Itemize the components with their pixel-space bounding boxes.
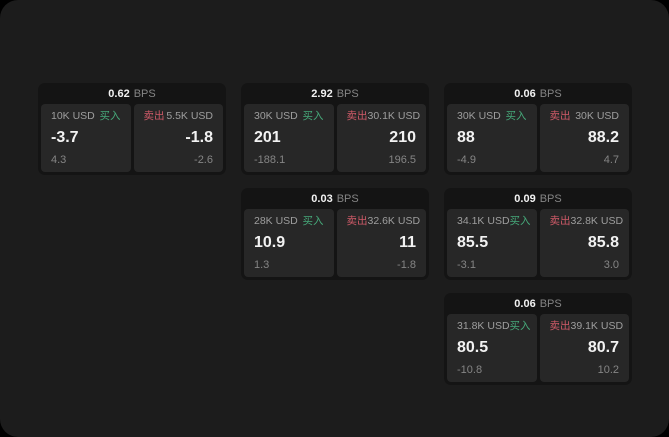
quote-card: 0.09 BPS 34.1K USD 买入 85.5 -3.1 卖出 32.8K… (444, 188, 632, 280)
sell-label: 卖出 (549, 320, 571, 332)
buy-delta: -188.1 (254, 154, 286, 166)
bps-unit-label: BPS (133, 87, 156, 100)
sell-delta: 3.0 (603, 259, 619, 271)
sell-amount: 32.6K USD (367, 215, 421, 227)
buy-delta: 1.3 (254, 259, 270, 271)
sell-delta: 10.2 (597, 364, 619, 376)
sell-panel[interactable]: 卖出 32.8K USD 85.8 3.0 (539, 209, 629, 277)
sell-panel[interactable]: 卖出 32.6K USD 11 -1.8 (336, 209, 426, 277)
buy-panel[interactable]: 34.1K USD 买入 85.5 -3.1 (447, 209, 537, 277)
card-header: 0.03 BPS (241, 188, 429, 209)
card-header: 0.09 BPS (444, 188, 632, 209)
sell-price: 210 (389, 129, 416, 147)
quote-sides: 10K USD 买入 -3.7 4.3 卖出 5.5K USD -1.8 -2.… (38, 104, 226, 175)
buy-delta: -4.9 (457, 154, 476, 166)
sell-label: 卖出 (346, 110, 368, 122)
buy-amount: 31.8K USD (457, 320, 510, 332)
sell-amount: 30.1K USD (367, 110, 421, 122)
bps-unit-label: BPS (336, 192, 359, 205)
quote-card: 0.06 BPS 30K USD 买入 88 -4.9 卖出 30K USD 8… (444, 83, 632, 175)
bps-unit-label: BPS (539, 297, 562, 310)
sell-amount: 32.8K USD (570, 215, 624, 227)
bps-value: 0.06 (514, 297, 536, 310)
sell-delta: 4.7 (603, 154, 619, 166)
sell-price: -1.8 (185, 129, 213, 147)
buy-panel[interactable]: 28K USD 买入 10.9 1.3 (244, 209, 334, 277)
quote-sides: 34.1K USD 买入 85.5 -3.1 卖出 32.8K USD 85.8… (444, 209, 632, 280)
quote-sides: 28K USD 买入 10.9 1.3 卖出 32.6K USD 11 -1.8 (241, 209, 429, 280)
bps-value: 0.09 (514, 192, 536, 205)
sell-label: 卖出 (143, 110, 165, 122)
buy-amount: 30K USD (457, 110, 501, 122)
buy-label: 买入 (302, 215, 324, 227)
sell-delta: -1.8 (397, 259, 416, 271)
quote-card: 0.03 BPS 28K USD 买入 10.9 1.3 卖出 32.6K US… (241, 188, 429, 280)
sell-label: 卖出 (549, 110, 571, 122)
quote-sides: 30K USD 买入 88 -4.9 卖出 30K USD 88.2 4.7 (444, 104, 632, 175)
bps-value: 0.03 (311, 192, 333, 205)
sell-label: 卖出 (549, 215, 571, 227)
card-header: 0.06 BPS (444, 293, 632, 314)
buy-amount: 30K USD (254, 110, 298, 122)
buy-delta: -10.8 (457, 364, 483, 376)
buy-price: 10.9 (254, 234, 286, 252)
sell-amount: 5.5K USD (166, 110, 213, 122)
quote-sides: 31.8K USD 买入 80.5 -10.8 卖出 39.1K USD 80.… (444, 314, 632, 385)
sell-label: 卖出 (346, 215, 368, 227)
bps-value: 0.62 (108, 87, 130, 100)
bps-value: 2.92 (311, 87, 333, 100)
buy-label: 买入 (99, 110, 121, 122)
card-header: 0.06 BPS (444, 83, 632, 104)
buy-label: 买入 (302, 110, 324, 122)
quote-sides: 30K USD 买入 201 -188.1 卖出 30.1K USD 210 1… (241, 104, 429, 175)
buy-price: 80.5 (457, 339, 489, 357)
quote-card: 0.06 BPS 31.8K USD 买入 80.5 -10.8 卖出 39.1… (444, 293, 632, 385)
buy-panel[interactable]: 30K USD 买入 201 -188.1 (244, 104, 334, 172)
card-header: 0.62 BPS (38, 83, 226, 104)
quote-card: 0.62 BPS 10K USD 买入 -3.7 4.3 卖出 5.5K USD… (38, 83, 226, 175)
bps-value: 0.06 (514, 87, 536, 100)
buy-price: -3.7 (51, 129, 79, 147)
sell-panel[interactable]: 卖出 39.1K USD 80.7 10.2 (539, 314, 629, 382)
bps-unit-label: BPS (539, 87, 562, 100)
sell-price: 80.7 (587, 339, 619, 357)
buy-amount: 34.1K USD (457, 215, 510, 227)
bps-unit-label: BPS (539, 192, 562, 205)
buy-delta: 4.3 (51, 154, 67, 166)
buy-amount: 10K USD (51, 110, 95, 122)
sell-delta: 196.5 (388, 154, 416, 166)
sell-price: 11 (399, 234, 416, 252)
buy-amount: 28K USD (254, 215, 298, 227)
buy-panel[interactable]: 31.8K USD 买入 80.5 -10.8 (447, 314, 537, 382)
buy-delta: -3.1 (457, 259, 476, 271)
sell-delta: -2.6 (194, 154, 213, 166)
sell-amount: 30K USD (575, 110, 619, 122)
buy-label: 买入 (509, 320, 531, 332)
buy-price: 201 (254, 129, 281, 147)
buy-label: 买入 (509, 215, 531, 227)
buy-panel[interactable]: 30K USD 买入 88 -4.9 (447, 104, 537, 172)
sell-amount: 39.1K USD (570, 320, 624, 332)
buy-label: 买入 (505, 110, 527, 122)
sell-price: 88.2 (587, 129, 619, 147)
quote-card: 2.92 BPS 30K USD 买入 201 -188.1 卖出 30.1K … (241, 83, 429, 175)
bps-unit-label: BPS (336, 87, 359, 100)
buy-panel[interactable]: 10K USD 买入 -3.7 4.3 (41, 104, 131, 172)
buy-price: 85.5 (457, 234, 489, 252)
sell-panel[interactable]: 卖出 30.1K USD 210 196.5 (336, 104, 426, 172)
sell-price: 85.8 (587, 234, 619, 252)
card-header: 2.92 BPS (241, 83, 429, 104)
buy-price: 88 (457, 129, 475, 147)
sell-panel[interactable]: 卖出 5.5K USD -1.8 -2.6 (133, 104, 223, 172)
sell-panel[interactable]: 卖出 30K USD 88.2 4.7 (539, 104, 629, 172)
